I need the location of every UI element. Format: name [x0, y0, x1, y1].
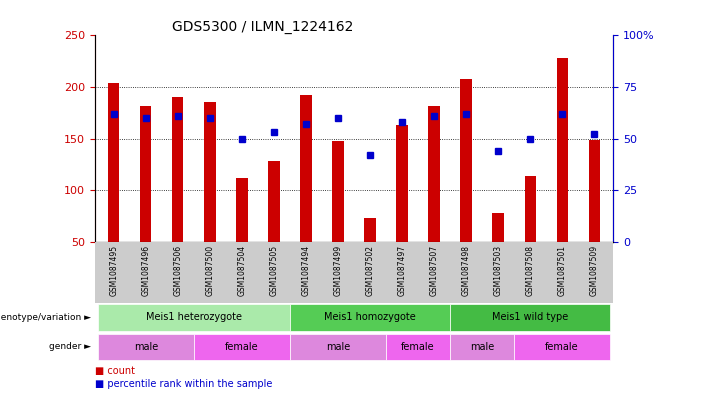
Text: GSM1087494: GSM1087494	[301, 245, 311, 296]
Text: GSM1087506: GSM1087506	[173, 245, 182, 296]
Text: GSM1087500: GSM1087500	[205, 245, 215, 296]
Text: GSM1087503: GSM1087503	[494, 245, 503, 296]
Bar	[493, 213, 504, 242]
Text: female: female	[225, 342, 259, 352]
Text: female: female	[545, 342, 579, 352]
Bar	[194, 334, 290, 360]
Bar	[172, 97, 184, 242]
Text: GSM1087509: GSM1087509	[590, 245, 599, 296]
Bar	[140, 105, 151, 242]
Text: GSM1087499: GSM1087499	[334, 245, 343, 296]
Text: ■ count: ■ count	[95, 366, 135, 376]
Text: genotype/variation ►: genotype/variation ►	[0, 313, 91, 322]
Text: GSM1087496: GSM1087496	[142, 245, 151, 296]
Bar	[450, 304, 610, 331]
Text: GSM1087497: GSM1087497	[397, 245, 407, 296]
Bar	[524, 176, 536, 242]
Text: male: male	[134, 342, 158, 352]
Text: Meis1 homozygote: Meis1 homozygote	[324, 312, 416, 322]
Text: male: male	[470, 342, 494, 352]
Text: GSM1087495: GSM1087495	[109, 245, 118, 296]
Text: ■ percentile rank within the sample: ■ percentile rank within the sample	[95, 378, 272, 389]
Text: GSM1087507: GSM1087507	[430, 245, 439, 296]
Bar	[365, 218, 376, 242]
Text: GSM1087504: GSM1087504	[238, 245, 247, 296]
Bar	[204, 103, 215, 242]
Bar	[98, 304, 290, 331]
Bar	[557, 58, 568, 242]
Text: GSM1087505: GSM1087505	[269, 245, 278, 296]
Text: GSM1087501: GSM1087501	[557, 245, 566, 296]
Bar	[290, 304, 450, 331]
Text: GSM1087508: GSM1087508	[526, 245, 535, 296]
Bar	[236, 178, 247, 242]
Bar	[332, 141, 343, 242]
Text: male: male	[326, 342, 350, 352]
Text: Meis1 wild type: Meis1 wild type	[492, 312, 569, 322]
Bar	[300, 95, 311, 242]
Bar	[386, 334, 450, 360]
Bar	[589, 140, 600, 242]
Text: GDS5300 / ILMN_1224162: GDS5300 / ILMN_1224162	[172, 20, 354, 34]
Bar	[108, 83, 119, 242]
Bar	[514, 334, 610, 360]
Bar	[461, 79, 472, 242]
Bar	[268, 161, 280, 242]
Bar	[98, 334, 194, 360]
Bar	[290, 334, 386, 360]
Bar	[397, 125, 408, 242]
Text: GSM1087498: GSM1087498	[461, 245, 470, 296]
Text: female: female	[401, 342, 435, 352]
Bar	[428, 105, 440, 242]
Text: Meis1 heterozygote: Meis1 heterozygote	[146, 312, 242, 322]
Bar	[450, 334, 514, 360]
Text: gender ►: gender ►	[49, 342, 91, 351]
Text: GSM1087502: GSM1087502	[365, 245, 374, 296]
